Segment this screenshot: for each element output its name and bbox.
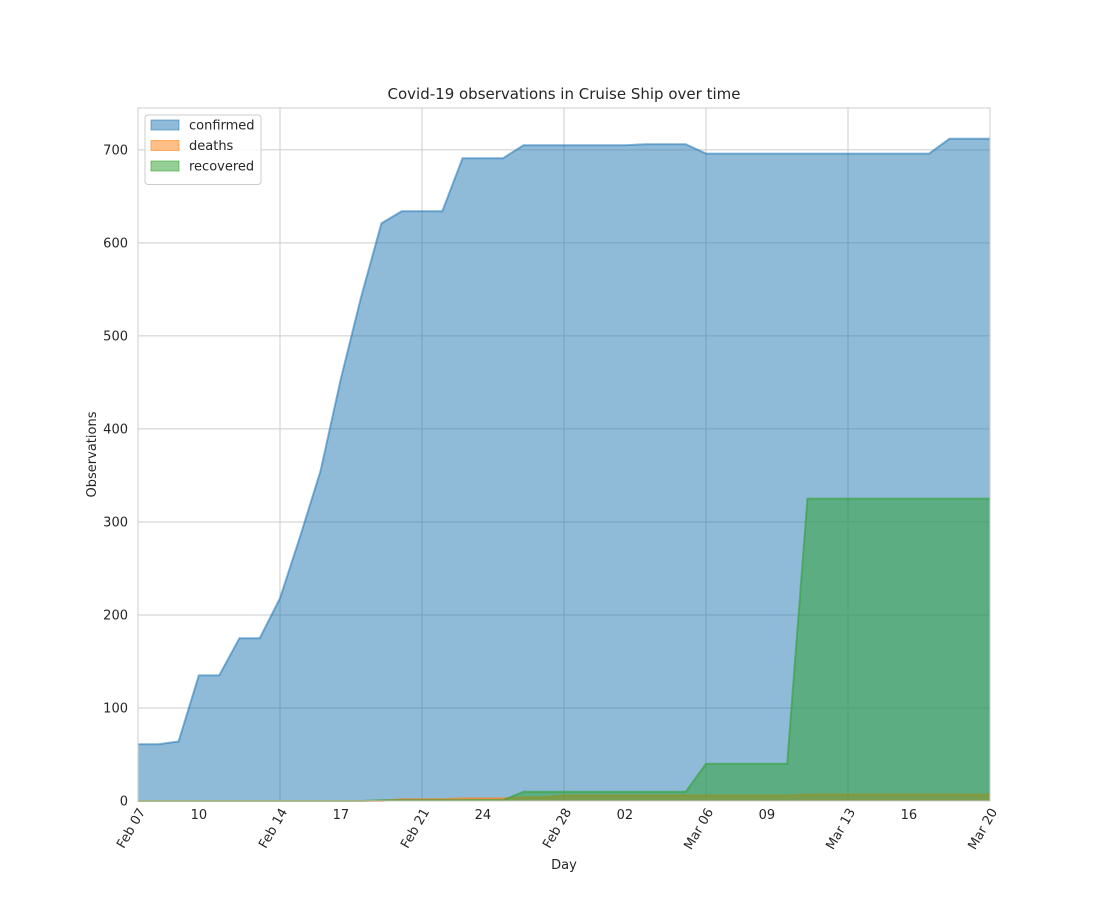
line-confirmed bbox=[138, 137, 990, 746]
y-tick-label: 700 bbox=[103, 143, 128, 158]
x-tick-label: Mar 06 bbox=[681, 806, 717, 853]
legend-swatch-recovered bbox=[150, 160, 180, 172]
legend-swatch-deaths bbox=[150, 140, 180, 151]
x-tick-labels: Feb 07 10 Feb 14 17 Feb 21 24 Feb 28 02 Mar 06 09… bbox=[114, 806, 1001, 853]
x-tick-label: Mar 13 bbox=[823, 806, 859, 853]
x-tick-label-minor: 10 bbox=[191, 808, 208, 823]
area-recovered bbox=[138, 498, 990, 801]
chart-title: Covid-19 observations in Cruise Ship ove… bbox=[388, 85, 741, 103]
x-tick-label-minor: 16 bbox=[901, 808, 918, 823]
y-tick-label: 200 bbox=[103, 608, 128, 623]
x-tick-label: Feb 28 bbox=[540, 806, 575, 851]
x-tick-label-minor: 17 bbox=[333, 808, 350, 823]
legend-label-confirmed: confirmed bbox=[189, 119, 255, 134]
legend-label-deaths: deaths bbox=[189, 139, 234, 154]
y-tick-label: 600 bbox=[103, 236, 128, 251]
legend-swatch-confirmed bbox=[150, 119, 180, 131]
y-tick-label: 500 bbox=[103, 329, 128, 344]
x-tick-label: Feb 07 bbox=[114, 806, 149, 851]
legend-label-recovered: recovered bbox=[189, 160, 254, 175]
area-series-layer bbox=[138, 137, 990, 802]
legend: confirmed deaths recovered bbox=[144, 114, 262, 185]
y-tick-label: 100 bbox=[103, 701, 128, 716]
x-tick-label: Mar 20 bbox=[965, 806, 1001, 853]
y-tick-label: 400 bbox=[103, 422, 128, 437]
x-tick-label-minor: 09 bbox=[759, 808, 776, 823]
y-tick-label: 300 bbox=[103, 515, 128, 530]
plot-frame bbox=[137, 107, 991, 802]
x-tick-label-minor: 02 bbox=[617, 808, 634, 823]
y-tick-label: 0 bbox=[120, 795, 128, 810]
x-axis-label: Day bbox=[551, 858, 577, 873]
y-axis-label: Observations bbox=[85, 411, 100, 497]
x-tick-label-minor: 24 bbox=[475, 808, 492, 823]
area-confirmed bbox=[138, 138, 990, 801]
y-tick-labels: 0 100 200 300 400 500 600 700 bbox=[103, 143, 128, 809]
x-tick-label: Feb 14 bbox=[256, 806, 291, 851]
x-tick-label: Feb 21 bbox=[398, 806, 433, 851]
